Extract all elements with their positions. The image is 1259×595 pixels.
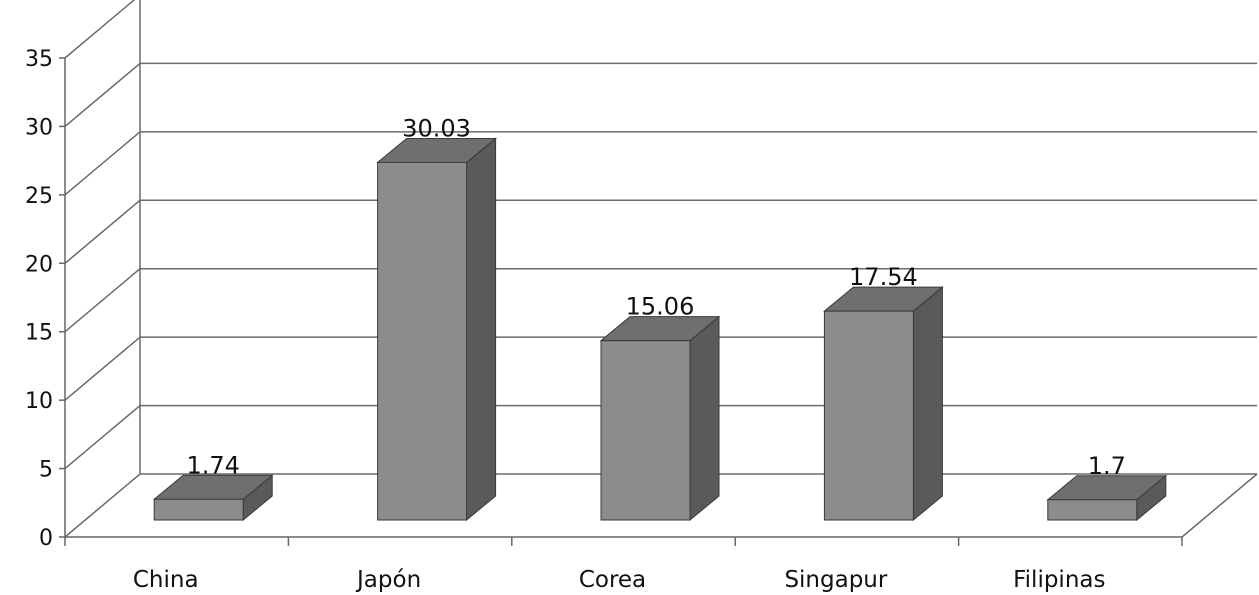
bar-front-face (600, 340, 691, 521)
bar-Corea (599, 315, 721, 522)
y-tick-label: 5 (39, 458, 53, 483)
x-tick-labels: China Japón Corea Singapur Filipinas (133, 567, 1106, 593)
bar-side-face (689, 315, 720, 522)
data-label: 17.54 (849, 263, 918, 291)
x-tick-label: Corea (579, 567, 646, 593)
bar-front-face (823, 310, 914, 521)
gridline-side-25 (64, 131, 141, 196)
bar-China (152, 474, 274, 522)
y-tick-label: 15 (25, 321, 53, 346)
y-tick-label: 0 (39, 526, 53, 551)
gridline-side-15 (64, 268, 141, 333)
bar-front-face (377, 161, 468, 521)
gridline-side-20 (64, 199, 141, 264)
data-label: 15.06 (626, 293, 695, 321)
bar-front-face (1047, 499, 1138, 521)
data-label: 1.74 (186, 451, 239, 479)
gridline-side-0 (64, 473, 141, 538)
bar-side-face (466, 137, 497, 522)
y-tick-label: 35 (25, 47, 53, 72)
axes (59, 57, 1183, 546)
gridline-side-10 (64, 336, 141, 401)
bar-Filipinas (1046, 474, 1168, 522)
y-tick-label: 25 (25, 184, 53, 209)
gridline-side-5 (64, 404, 141, 470)
data-label: 30.03 (402, 114, 471, 142)
data-label: 1.7 (1088, 452, 1126, 480)
data-labels: 1.74 30.03 15.06 17.54 1.7 (186, 114, 1125, 479)
gridline-side-35 (64, 0, 136, 59)
bar-Japón (376, 137, 497, 522)
x-tick-label: China (133, 567, 199, 593)
y-tick-label: 30 (25, 115, 53, 140)
y-tick-label: 20 (25, 252, 53, 277)
bars (152, 137, 1168, 522)
y-tick-label: 10 (25, 389, 53, 414)
floor-right-edge (1181, 473, 1258, 538)
x-tick-label: Singapur (784, 567, 887, 593)
gridline-side-30 (64, 62, 141, 128)
x-tick-label: Japón (355, 567, 421, 593)
y-tick-labels: 0 5 10 15 20 25 30 35 (25, 47, 53, 551)
bar-front-face (153, 498, 244, 521)
x-tick-label: Filipinas (1013, 567, 1105, 593)
bar-Singapur (823, 286, 944, 522)
bar-side-face (912, 286, 943, 522)
